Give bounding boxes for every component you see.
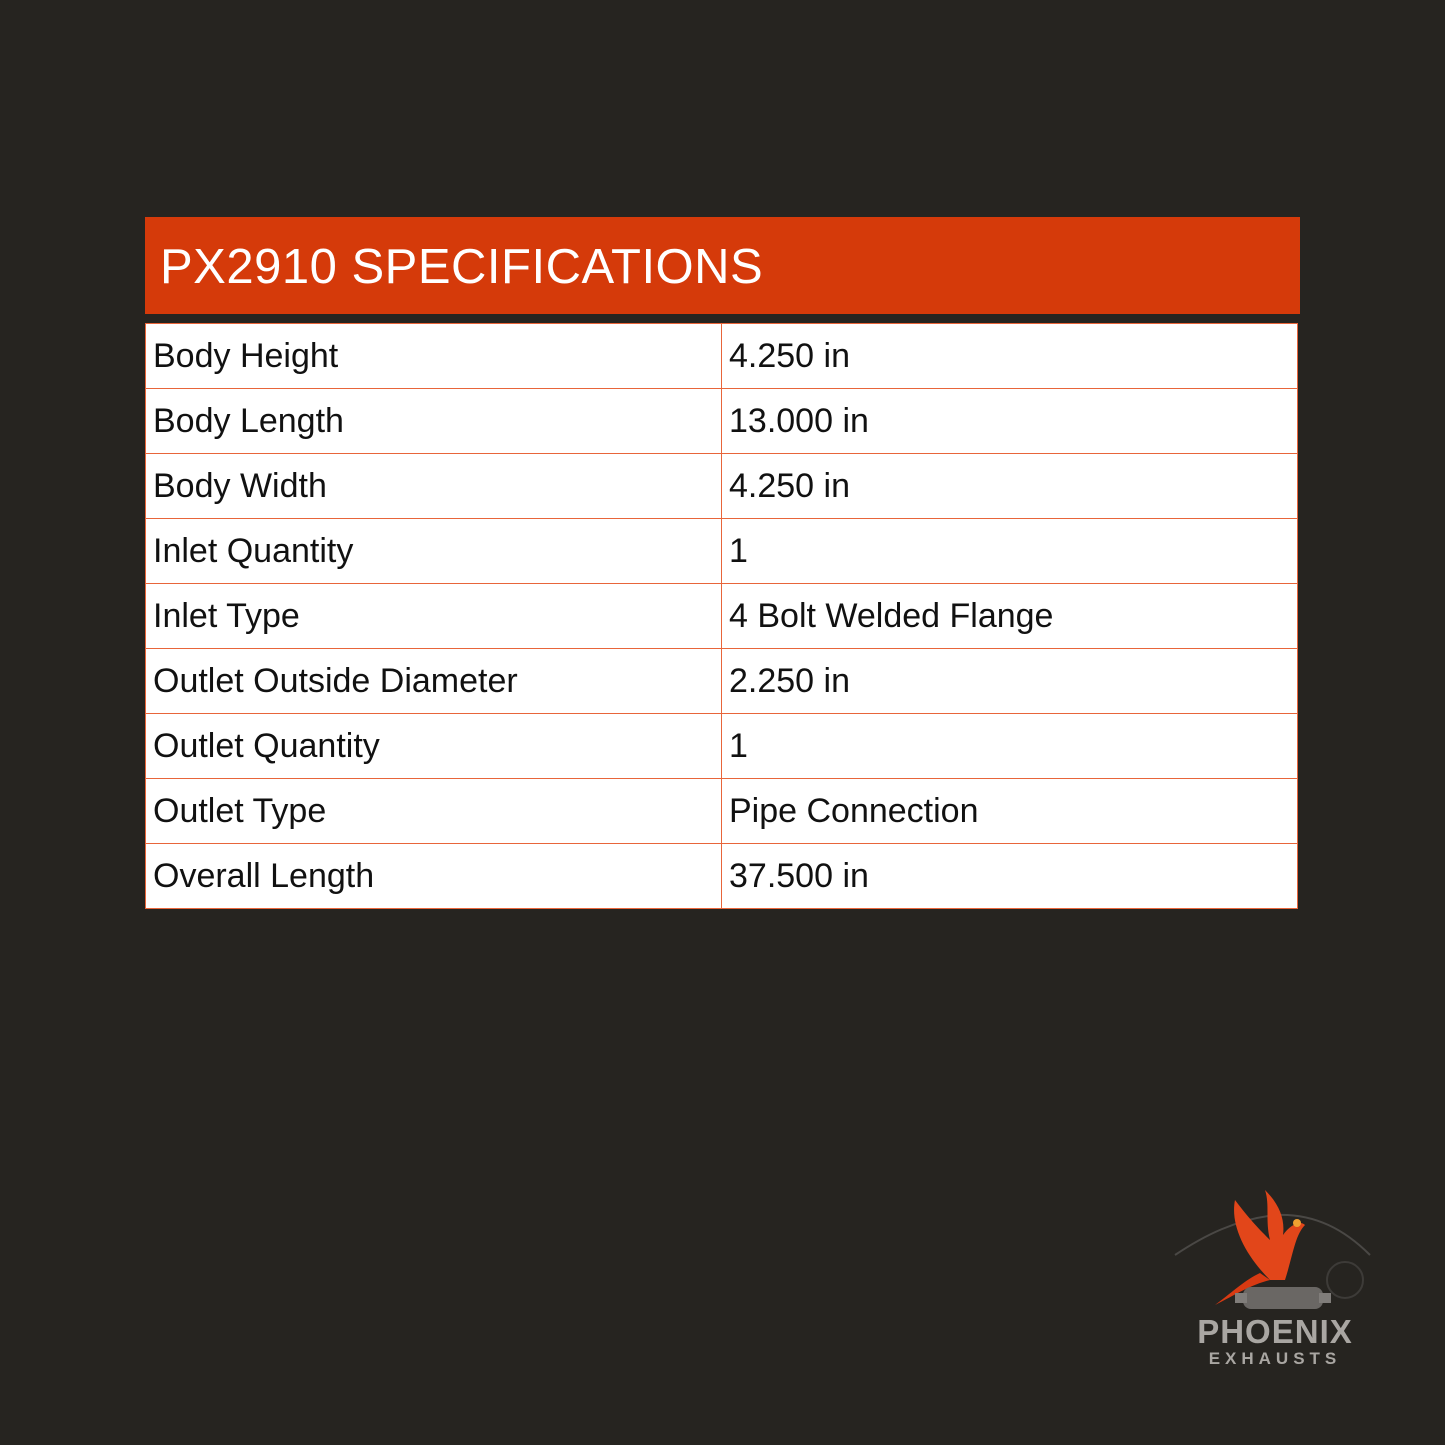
spec-row: Overall Length 37.500 in bbox=[145, 843, 1298, 909]
spec-value: 4.250 in bbox=[721, 453, 1298, 519]
logo-name: PHOENIX bbox=[1197, 1313, 1353, 1350]
spec-value: 13.000 in bbox=[721, 388, 1298, 454]
spec-label: Overall Length bbox=[145, 843, 722, 909]
phoenix-bird-icon bbox=[1174, 1190, 1371, 1309]
spec-label: Outlet Quantity bbox=[145, 713, 722, 779]
spec-row: Inlet Quantity 1 bbox=[145, 518, 1298, 584]
spec-value: Pipe Connection bbox=[721, 778, 1298, 844]
spec-label: Inlet Type bbox=[145, 583, 722, 649]
brand-logo: PHOENIX EXHAUSTS bbox=[1165, 1185, 1385, 1370]
spec-label: Body Length bbox=[145, 388, 722, 454]
spec-row: Inlet Type 4 Bolt Welded Flange bbox=[145, 583, 1298, 649]
spec-label: Body Width bbox=[145, 453, 722, 519]
spec-row: Outlet Outside Diameter 2.250 in bbox=[145, 648, 1298, 714]
spec-row: Body Height 4.250 in bbox=[145, 323, 1298, 389]
spec-label: Outlet Outside Diameter bbox=[145, 648, 722, 714]
spec-label: Outlet Type bbox=[145, 778, 722, 844]
spec-value: 1 bbox=[721, 713, 1298, 779]
spec-label: Inlet Quantity bbox=[145, 518, 722, 584]
spec-row: Body Width 4.250 in bbox=[145, 453, 1298, 519]
spec-header: PX2910 SPECIFICATIONS bbox=[145, 217, 1300, 314]
spec-row: Body Length 13.000 in bbox=[145, 388, 1298, 454]
spec-table: Body Height 4.250 in Body Length 13.000 in B… bbox=[145, 323, 1298, 909]
spec-row: Outlet Quantity 1 bbox=[145, 713, 1298, 779]
spec-row: Outlet Type Pipe Connection bbox=[145, 778, 1298, 844]
spec-value: 1 bbox=[721, 518, 1298, 584]
spec-value: 2.250 in bbox=[721, 648, 1298, 714]
logo-subtitle: EXHAUSTS bbox=[1208, 1349, 1342, 1368]
spec-value: 4.250 in bbox=[721, 323, 1298, 389]
page-title: PX2910 SPECIFICATIONS bbox=[160, 240, 764, 294]
spec-value: 37.500 in bbox=[721, 843, 1298, 909]
spec-value: 4 Bolt Welded Flange bbox=[721, 583, 1298, 649]
spec-label: Body Height bbox=[145, 323, 722, 389]
